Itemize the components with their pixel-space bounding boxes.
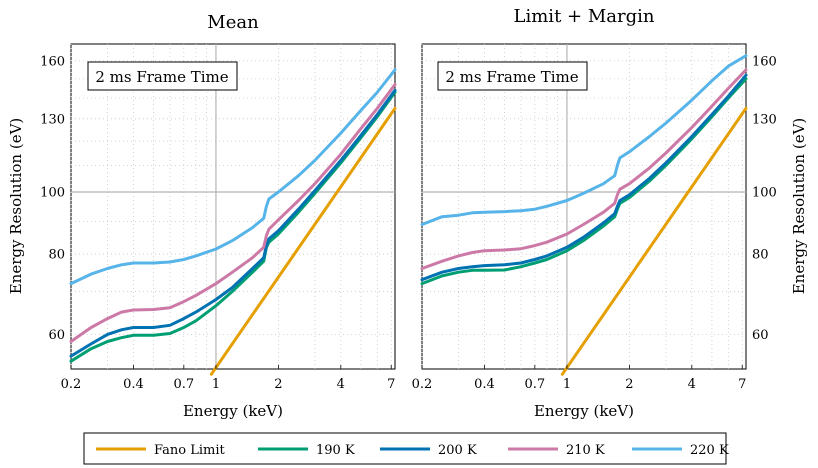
legend-item-190-k-label: 190 K [316, 443, 355, 458]
y-tick-label: 160 [40, 54, 65, 69]
series-fano-limit [209, 106, 397, 376]
y-tick-label: 60 [752, 328, 769, 343]
panel-title-mean: Mean [207, 12, 259, 33]
x-tick-label: 0.7 [173, 377, 194, 392]
y-tick-label: 80 [48, 248, 65, 263]
x-tick-label: 4 [688, 377, 696, 392]
y-axis-label-mean: Energy Resolution (eV) [7, 118, 25, 295]
series-group-limit-margin [420, 54, 748, 376]
x-tick-label: 0.7 [524, 377, 545, 392]
series-200-k [69, 88, 397, 358]
annotation-box-mean [87, 61, 238, 91]
legend-item-200-k-label: 200 K [438, 443, 477, 458]
panel-limit-margin: Limit + Margin 0.2 0.4 0.7 1 2 4 7 60 80 100 130 16… [412, 6, 808, 420]
legend-item-210-k-label: 210 K [566, 443, 605, 458]
legend-item-220-k-label: 220 K [690, 443, 729, 458]
ticks-limit-margin: 0.2 0.4 0.7 1 2 4 7 60 80 100 130 160 [412, 54, 777, 392]
x-tick-label: 0.2 [412, 377, 433, 392]
legend-item-fano-limit-label: Fano Limit [154, 443, 225, 458]
y-tick-label: 160 [752, 54, 777, 69]
y-tick-label: 100 [752, 185, 777, 200]
plot-frame-limit-margin [421, 43, 747, 370]
ticks-mean: 0.2 0.4 0.7 1 2 4 7 60 80 100 130 160 [40, 54, 395, 392]
x-tick-label: 7 [387, 377, 395, 392]
annotation-mean: 2 ms Frame Time [95, 68, 228, 86]
x-tick-label: 2 [625, 377, 633, 392]
series-190-k [420, 77, 748, 286]
x-tick-label: 0.4 [123, 377, 144, 392]
panel-title-limit-margin: Limit + Margin [514, 6, 655, 27]
y-tick-label: 80 [752, 248, 769, 263]
y-tick-label: 130 [752, 112, 777, 127]
x-tick-label: 4 [337, 377, 345, 392]
series-fano-limit [560, 106, 748, 376]
x-tick-label: 0.4 [474, 377, 495, 392]
series-200-k [420, 73, 748, 282]
x-tick-label: 2 [274, 377, 282, 392]
series-220-k [69, 68, 397, 286]
y-tick-label: 130 [40, 112, 65, 127]
plot-frame-mean [70, 43, 396, 370]
y-tick-label: 60 [48, 328, 65, 343]
legend-items: Fano Limit 190 K 200 K 210 K 220 K [96, 443, 729, 458]
annotation-limit-margin: 2 ms Frame Time [445, 68, 578, 86]
panel-mean: Mean 0.2 0.4 0.7 1 2 4 7 60 80 100 130 160 2 ms Fra… [7, 12, 397, 420]
x-axis-label-mean: Energy (keV) [183, 402, 283, 420]
series-group-mean [69, 68, 397, 376]
series-210-k [420, 68, 748, 270]
y-axis-label-limit-margin: Energy Resolution (eV) [790, 118, 808, 295]
annotation-box-limit-margin [437, 61, 588, 91]
x-tick-label: 7 [738, 377, 746, 392]
x-axis-label-limit-margin: Energy (keV) [534, 402, 634, 420]
x-tick-label: 1 [563, 377, 571, 392]
y-tick-label: 100 [40, 185, 65, 200]
x-tick-label: 0.2 [61, 377, 82, 392]
series-220-k [420, 54, 748, 226]
series-190-k [69, 90, 397, 363]
legend: Fano Limit 190 K 200 K 210 K 220 K [83, 432, 729, 465]
x-tick-label: 1 [212, 377, 220, 392]
series-210-k [69, 83, 397, 343]
legend-box [83, 432, 727, 465]
grid-mean [70, 44, 395, 369]
